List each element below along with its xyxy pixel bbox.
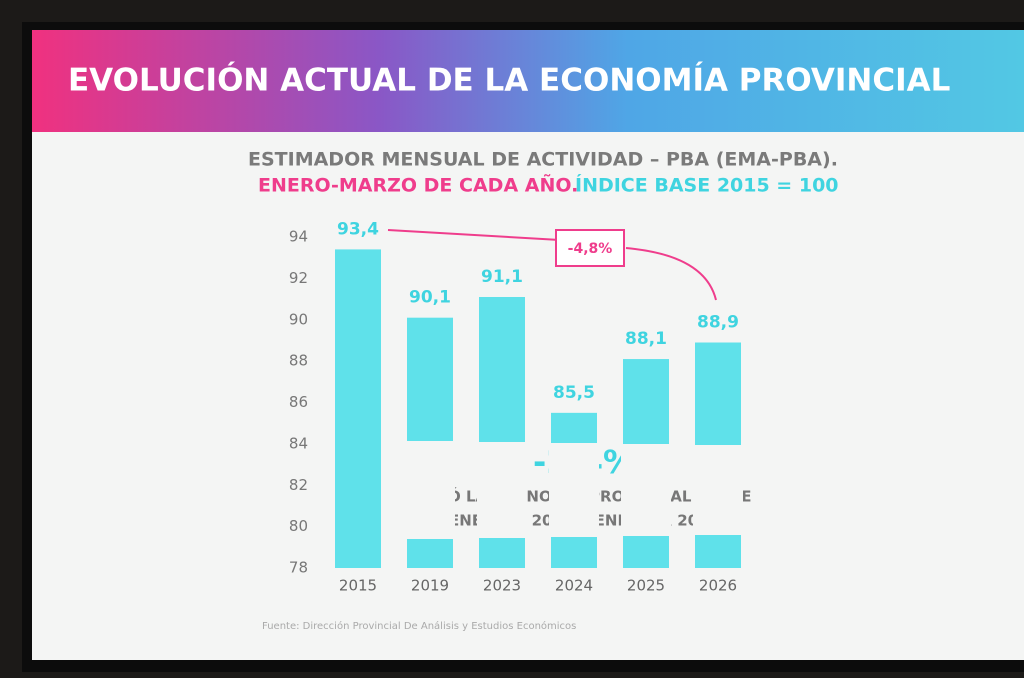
value-label: 88,1 [625, 329, 667, 349]
y-tick-label: 80 [289, 517, 308, 535]
axis-break [549, 443, 599, 537]
y-tick-label: 88 [289, 352, 308, 370]
x-tick-label: 2019 [411, 577, 449, 595]
header-title: EVOLUCIÓN ACTUAL DE LA ECONOMÍA PROVINCI… [68, 62, 950, 99]
x-tick-label: 2023 [483, 577, 521, 595]
value-label: 88,9 [697, 313, 739, 333]
y-tick-label: 92 [289, 269, 308, 287]
axis-break [693, 445, 743, 535]
bar [335, 249, 381, 568]
axis-break [621, 444, 671, 536]
y-tick-label: 78 [289, 559, 308, 577]
subtitle: ESTIMADOR MENSUAL DE ACTIVIDAD – PBA (EM… [248, 149, 838, 171]
axis-break [477, 442, 527, 538]
x-tick-label: 2025 [627, 577, 665, 595]
screen [32, 30, 1024, 660]
x-tick-label: 2024 [555, 577, 593, 595]
subtitle-pink: ENERO-MARZO DE CADA AÑO. [258, 173, 578, 197]
source: Fuente: Dirección Provincial De Análisis… [262, 620, 576, 632]
header-band [32, 30, 1024, 132]
x-tick-label: 2015 [339, 577, 377, 595]
value-label: 90,1 [409, 288, 451, 308]
value-label: 91,1 [481, 267, 523, 287]
y-tick-label: 94 [289, 228, 308, 246]
connector [387, 229, 717, 301]
change-total: -4,8% [568, 241, 613, 257]
subtitle-cyan: ÍNDICE BASE 2015 = 100 [575, 174, 839, 197]
value-label: 93,4 [337, 219, 379, 239]
change-box [555, 229, 625, 267]
y-tick-label: 90 [289, 310, 308, 328]
y-tick-label: 82 [289, 476, 308, 494]
value-label: 85,5 [553, 383, 595, 403]
x-tick-label: 2026 [699, 577, 737, 595]
y-tick-label: 86 [289, 393, 308, 411]
y-tick-label: 84 [289, 434, 308, 452]
axis-break [405, 441, 455, 539]
